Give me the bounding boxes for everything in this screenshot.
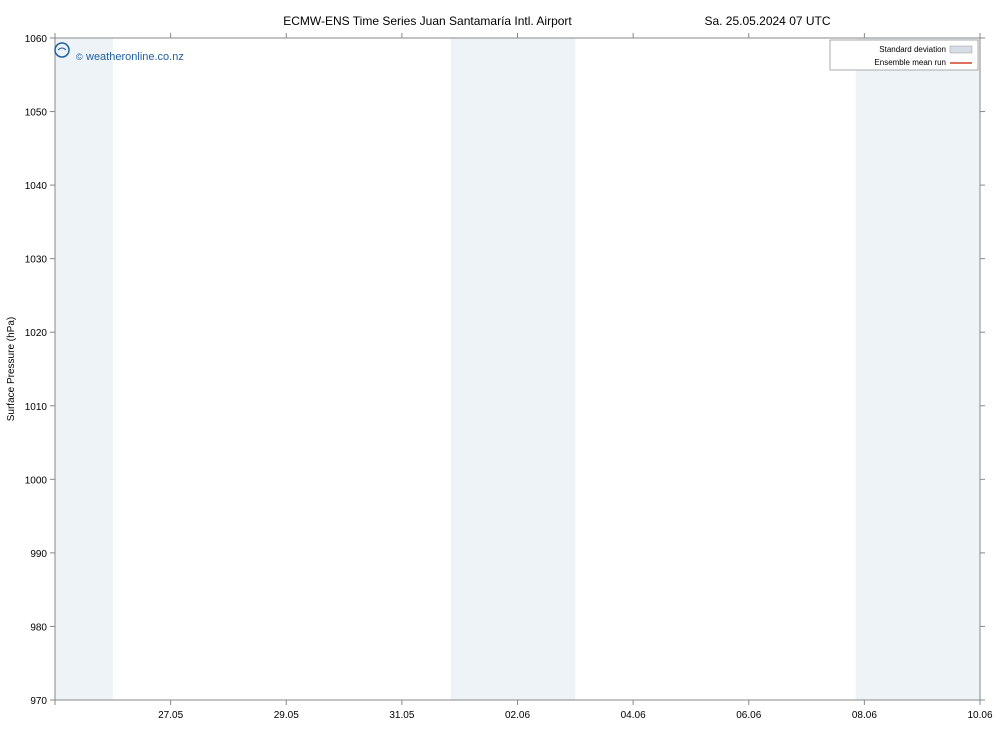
- legend-label: Standard deviation: [879, 45, 946, 54]
- y-tick-label: 970: [30, 696, 47, 707]
- y-tick-label: 1060: [25, 34, 48, 45]
- y-axis-label: Surface Pressure (hPa): [6, 317, 17, 422]
- x-tick-label: 10.06: [967, 710, 992, 721]
- legend-label: Ensemble mean run: [874, 58, 946, 67]
- weekend-band: [856, 38, 980, 700]
- chart-svg: 970 980 990 1000 1010 1020 1030 1040 1050 1060 27.…: [0, 0, 1000, 733]
- y-tick-label: 1040: [25, 181, 48, 192]
- weekend-band: [55, 38, 113, 700]
- copyright-icon: ©: [76, 52, 83, 62]
- x-tick-label: 04.06: [621, 710, 646, 721]
- x-tick-label: 02.06: [505, 710, 530, 721]
- weekend-band: [451, 38, 575, 700]
- x-tick-label: 08.06: [852, 710, 877, 721]
- y-tick-label: 990: [30, 549, 47, 560]
- y-tick-label: 980: [30, 622, 47, 633]
- watermark-text: weatheronline.co.nz: [85, 51, 184, 63]
- x-tick-label: 31.05: [389, 710, 414, 721]
- chart-title-left: ECMW-ENS Time Series Juan Santamaría Int…: [283, 14, 572, 28]
- chart-title-right: Sa. 25.05.2024 07 UTC: [704, 14, 830, 28]
- y-tick-label: 1000: [25, 475, 48, 486]
- pressure-chart: 970 980 990 1000 1010 1020 1030 1040 1050 1060 27.…: [0, 0, 1000, 733]
- x-tick-label: 27.05: [158, 710, 183, 721]
- y-tick-label: 1020: [25, 328, 48, 339]
- x-tick-label: 29.05: [274, 710, 299, 721]
- legend-swatch-band: [950, 46, 972, 53]
- y-tick-label: 1050: [25, 108, 48, 119]
- x-tick-label: 06.06: [736, 710, 761, 721]
- y-tick-label: 1030: [25, 255, 48, 266]
- y-tick-label: 1010: [25, 402, 48, 413]
